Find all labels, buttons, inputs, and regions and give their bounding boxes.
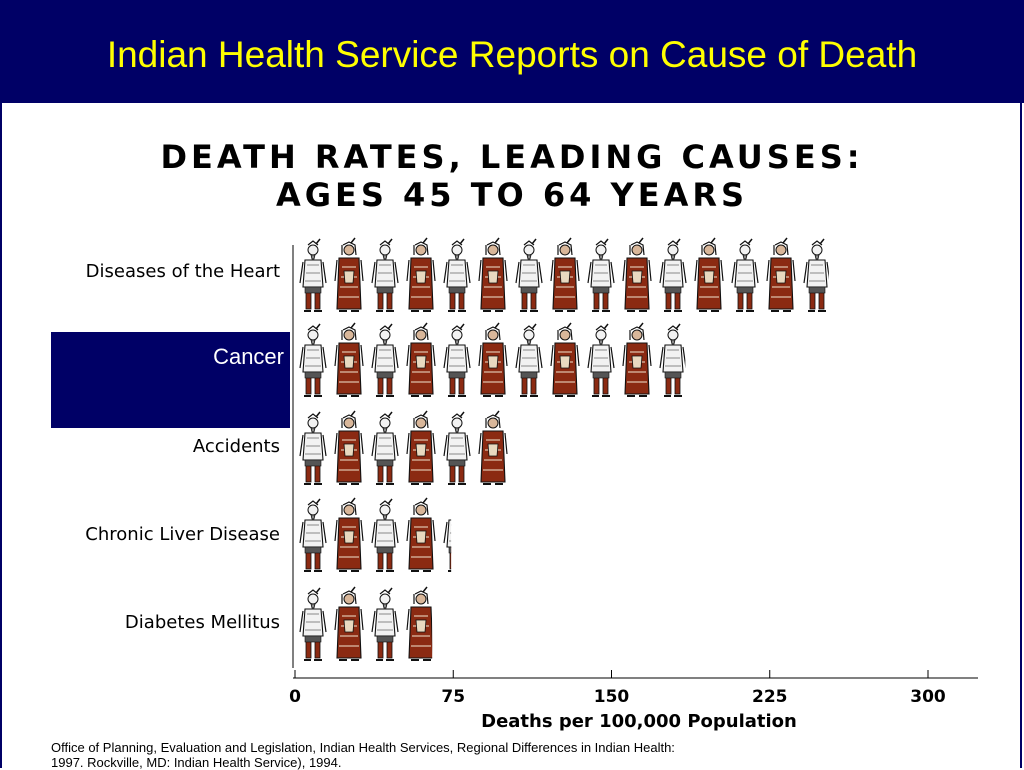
person-figure-icon: [334, 497, 364, 572]
person-figure-icon: [299, 498, 327, 572]
person-figure-icon: [443, 323, 471, 397]
person-figure-icon: [406, 497, 436, 572]
x-tick-label: 75: [441, 687, 465, 707]
x-axis-ticks: 0 75 150 225 300: [289, 670, 946, 707]
slide-title: Indian Health Service Reports on Cause o…: [106, 34, 918, 75]
x-tick-label: 225: [752, 687, 788, 707]
person-figure-icon: [731, 238, 759, 312]
person-figure-icon: [622, 322, 652, 397]
person-figure-icon: [478, 410, 508, 485]
x-tick-label: 300: [910, 687, 946, 707]
person-figure-icon: [587, 323, 615, 397]
person-figure-icon: [334, 586, 364, 661]
person-figure-icon: [299, 587, 327, 661]
highlight-box: Cancer: [51, 332, 290, 428]
person-figure-icon: [659, 238, 687, 312]
person-figure-icon: [443, 498, 452, 572]
person-figure-icon: [516, 412, 542, 484]
person-figure-icon: [550, 237, 580, 312]
person-figure-icon: [478, 237, 508, 312]
person-figure-icon: [299, 238, 327, 312]
person-figure-icon: [334, 410, 364, 485]
category-label-cancer: Cancer: [213, 344, 284, 369]
pictograph-figures: [299, 237, 829, 661]
person-figure-icon: [299, 411, 327, 485]
bar-cancer: [299, 322, 686, 397]
person-figure-icon: [371, 323, 399, 397]
person-figure-icon: [371, 498, 399, 572]
person-figure-icon: [587, 238, 615, 312]
person-figure-icon: [371, 411, 399, 485]
person-figure-icon: [443, 411, 471, 485]
person-figure-icon: [406, 586, 433, 661]
x-tick-label: 0: [289, 687, 301, 707]
category-label-liver: Chronic Liver Disease: [85, 524, 280, 545]
bar-diseases-of-the-heart: [299, 237, 829, 312]
person-figure-icon: [766, 237, 796, 312]
person-figure-icon: [622, 237, 652, 312]
person-figure-icon: [371, 238, 399, 312]
chart-title-line1: DEATH RATES, LEADING CAUSES:: [160, 138, 864, 176]
chart-title-line2: AGES 45 TO 64 YEARS: [275, 176, 749, 214]
person-figure-icon: [803, 238, 829, 312]
person-figure-icon: [334, 322, 364, 397]
person-figure-icon: [406, 322, 436, 397]
source-line-2: 1997. Rockville, MD: Indian Health Servi…: [51, 755, 342, 770]
source-citation: Office of Planning, Evaluation and Legis…: [51, 740, 675, 770]
person-figure-icon: [299, 323, 327, 397]
source-line-1: Office of Planning, Evaluation and Legis…: [51, 740, 675, 755]
bar-accidents: [299, 410, 542, 485]
person-figure-icon: [659, 323, 686, 397]
person-figure-icon: [694, 237, 724, 312]
person-figure-icon: [478, 322, 508, 397]
x-tick-label: 150: [594, 687, 630, 707]
person-figure-icon: [406, 237, 436, 312]
person-figure-icon: [550, 322, 580, 397]
person-figure-icon: [515, 323, 543, 397]
x-axis-title: Deaths per 100,000 Population: [481, 711, 797, 732]
category-label-accidents: Accidents: [192, 436, 280, 457]
category-label-heart: Diseases of the Heart: [85, 261, 280, 282]
bar-diabetes-mellitus: [299, 586, 433, 661]
person-figure-icon: [406, 410, 436, 485]
person-figure-icon: [515, 238, 543, 312]
bar-chronic-liver-disease: [299, 497, 452, 572]
category-label-diabetes: Diabetes Mellitus: [124, 612, 280, 633]
person-figure-icon: [443, 238, 471, 312]
person-figure-icon: [334, 237, 364, 312]
person-figure-icon: [371, 587, 399, 661]
title-bar: Indian Health Service Reports on Cause o…: [0, 0, 1024, 103]
